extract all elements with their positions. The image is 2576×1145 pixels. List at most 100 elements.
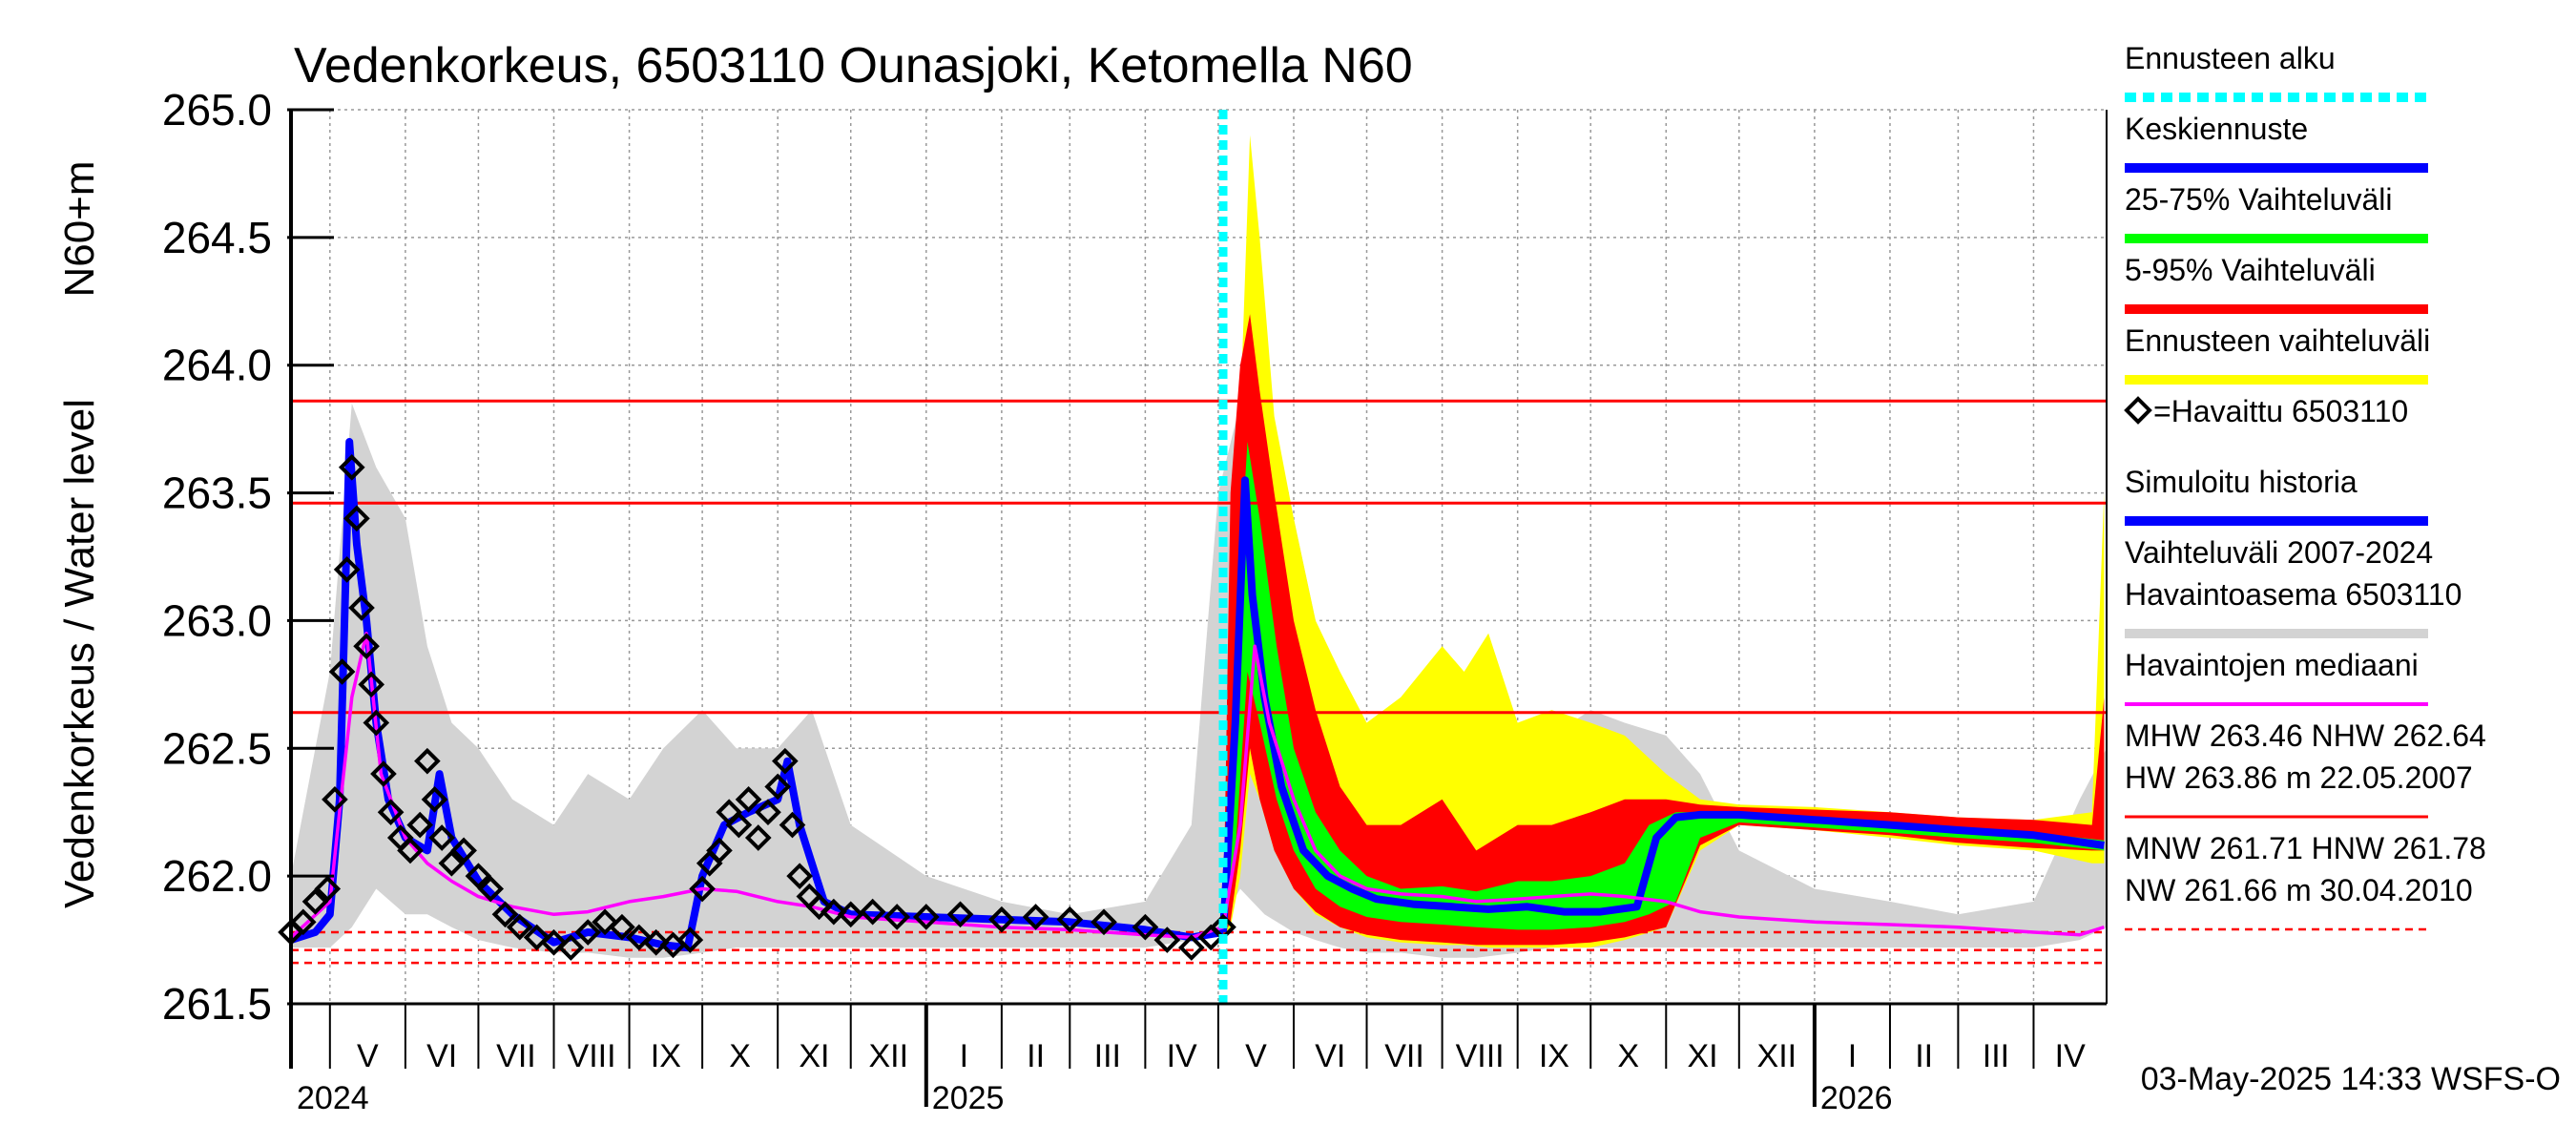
observation-point-52: [837, 901, 864, 928]
observation-point-43: [744, 824, 772, 851]
observation-point-5: [328, 658, 356, 685]
month-label-6: XI: [799, 1038, 829, 1074]
month-label-11: IV: [1167, 1038, 1197, 1074]
observation-point-19: [421, 786, 448, 813]
y-tick-label-5: 262.5: [162, 723, 272, 773]
month-label-1: VI: [426, 1038, 457, 1074]
month-label-10: III: [1094, 1038, 1121, 1074]
month-label-15: VIII: [1456, 1038, 1505, 1074]
legend-entry-ennusteen-vaihteluv-li-label: Ennusteen vaihteluväli: [2125, 323, 2430, 358]
legend-entry-havaittu-6503110-marker: [2124, 396, 2152, 425]
observation-point-2: [301, 888, 329, 915]
observation-point-31: [592, 908, 618, 936]
observation-point-34: [642, 928, 670, 956]
observation-point-51: [821, 898, 847, 926]
observation-point-16: [397, 837, 424, 864]
observation-point-41: [725, 811, 753, 839]
legend-entry-mnw-261-71-hnw-261-78: MNW 261.71 HNW 261.78 NW 261.66 m 30.04.2…: [2125, 831, 2486, 931]
month-label-20: I: [1848, 1038, 1857, 1074]
legend-entry-ennusteen-alku-label: Ennusteen alku: [2125, 41, 2336, 75]
year-label-2024: 2024: [297, 1080, 369, 1116]
month-label-9: II: [1027, 1038, 1045, 1074]
observation-point-27: [523, 924, 551, 951]
observation-point-10: [353, 633, 380, 660]
month-label-3: VIII: [568, 1038, 616, 1074]
observation-point-63: [1178, 934, 1205, 961]
month-label-21: II: [1915, 1038, 1933, 1074]
month-label-4: IX: [651, 1038, 681, 1074]
legend-entry-5-95-vaihteluv-li: 5-95% Vaihteluväli: [2125, 253, 2428, 314]
observation-point-58: [1022, 904, 1049, 930]
y-tick-label-6: 262.0: [162, 851, 272, 901]
observation-point-60: [1091, 908, 1117, 936]
band-layer: [291, 135, 2107, 958]
band-ennusteen-vaihteluv-li: [1223, 135, 2105, 948]
observation-point-13: [370, 760, 397, 787]
year-label-2025: 2025: [932, 1080, 1005, 1116]
observation-point-14: [377, 799, 405, 826]
chart-title: Vedenkorkeus, 6503110 Ounasjoki, Ketomel…: [294, 38, 1413, 94]
y-axis-unit: N60+m: [56, 160, 103, 297]
month-label-2: VII: [496, 1038, 536, 1074]
legend-entry-25-75-vaihteluv-li-label: 25-75% Vaihteluväli: [2125, 182, 2392, 217]
legend-entry-simuloitu-historia-label: Simuloitu historia: [2125, 465, 2358, 499]
legend-entry-vaihteluv-li-2007-2024: Vaihteluväli 2007-2024 Havaintoasema 650…: [2125, 535, 2462, 638]
observation-point-39: [706, 837, 733, 864]
legend-entry-25-75-vaihteluv-li: 25-75% Vaihteluväli: [2125, 182, 2428, 243]
observation-point-47: [779, 811, 806, 839]
legend-entry-vaihteluv-li-2007-2024-label-2: Havaintoasema 6503110: [2125, 577, 2462, 612]
legend-entry-mnw-261-71-hnw-261-78-label-2: NW 261.66 m 30.04.2010: [2125, 873, 2473, 907]
observation-points-layer: [278, 453, 1236, 961]
legend-entry-mhw-263-46-nhw-262-64: MHW 263.46 NHW 262.64 HW 263.86 m 22.05.2…: [2125, 718, 2486, 819]
month-label-18: XI: [1687, 1038, 1717, 1074]
axis-layer: 265.0 264.5 264.0 263.5 263.0 262.5 262.0 261.5…: [162, 85, 2108, 1116]
legend-entry-simuloitu-historia: Simuloitu historia: [2125, 465, 2428, 526]
observation-point-3: [314, 875, 342, 903]
legend-entry-havaittu-6503110: =Havaittu 6503110: [2124, 394, 2408, 428]
observation-point-11: [358, 671, 385, 698]
observation-point-33: [625, 924, 653, 951]
y-tick-label-1: 264.5: [162, 213, 272, 262]
observation-point-26: [506, 913, 533, 941]
month-label-0: V: [357, 1038, 379, 1074]
legend-entry-mhw-263-46-nhw-262-64-label-2: HW 263.86 m 22.05.2007: [2125, 760, 2473, 795]
legend-entry-ennusteen-vaihteluv-li: Ennusteen vaihteluväli: [2125, 323, 2430, 385]
observation-point-29: [557, 934, 585, 961]
observation-point-23: [465, 863, 492, 889]
observation-point-46: [772, 747, 799, 775]
band-vaihteluv-li-2007-2024-havaintoasema-6503110: [291, 403, 2107, 958]
legend-entry-havaintojen-mediaani: Havaintojen mediaani: [2125, 648, 2428, 706]
observation-point-20: [428, 824, 455, 851]
observation-point-53: [859, 898, 886, 926]
observation-point-48: [786, 863, 813, 889]
month-label-19: XII: [1757, 1038, 1797, 1074]
observation-point-9: [348, 594, 375, 621]
y-tick-label-2: 264.0: [162, 341, 272, 390]
legend-entry-ennusteen-alku: Ennusteen alku: [2125, 41, 2428, 102]
month-label-5: X: [729, 1038, 751, 1074]
year-label-2026: 2026: [1820, 1080, 1893, 1116]
month-label-7: XII: [868, 1038, 908, 1074]
month-label-22: III: [1983, 1038, 2009, 1074]
y-tick-label-0: 265.0: [162, 85, 272, 135]
observation-point-8: [343, 505, 370, 532]
legend-entry-keskiennuste: Keskiennuste: [2125, 112, 2428, 173]
y-tick-label-4: 263.0: [162, 595, 272, 645]
observation-point-6: [333, 556, 361, 583]
legend-entry-mnw-261-71-hnw-261-78-label: MNW 261.71 HNW 261.78: [2125, 831, 2486, 865]
observation-point-50: [805, 893, 833, 921]
observation-point-24: [477, 875, 505, 903]
observation-point-4: [322, 786, 348, 813]
observation-point-7: [338, 453, 365, 481]
legend-entry-vaihteluv-li-2007-2024-label: Vaihteluväli 2007-2024: [2125, 535, 2433, 570]
legend-entry-5-95-vaihteluv-li-label: 5-95% Vaihteluväli: [2125, 253, 2376, 287]
observation-point-42: [735, 786, 762, 813]
observation-point-30: [574, 919, 602, 946]
observation-point-62: [1153, 926, 1181, 953]
band-25-75-vaihteluv-li: [1223, 442, 2105, 935]
y-tick-label-3: 263.5: [162, 468, 272, 518]
observation-point-54: [883, 904, 911, 930]
observation-point-36: [676, 926, 704, 953]
observation-point-1: [289, 908, 317, 936]
